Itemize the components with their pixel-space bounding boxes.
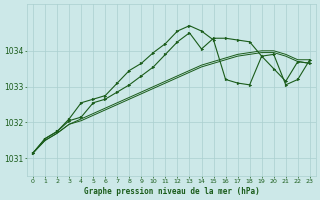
X-axis label: Graphe pression niveau de la mer (hPa): Graphe pression niveau de la mer (hPa) bbox=[84, 187, 259, 196]
